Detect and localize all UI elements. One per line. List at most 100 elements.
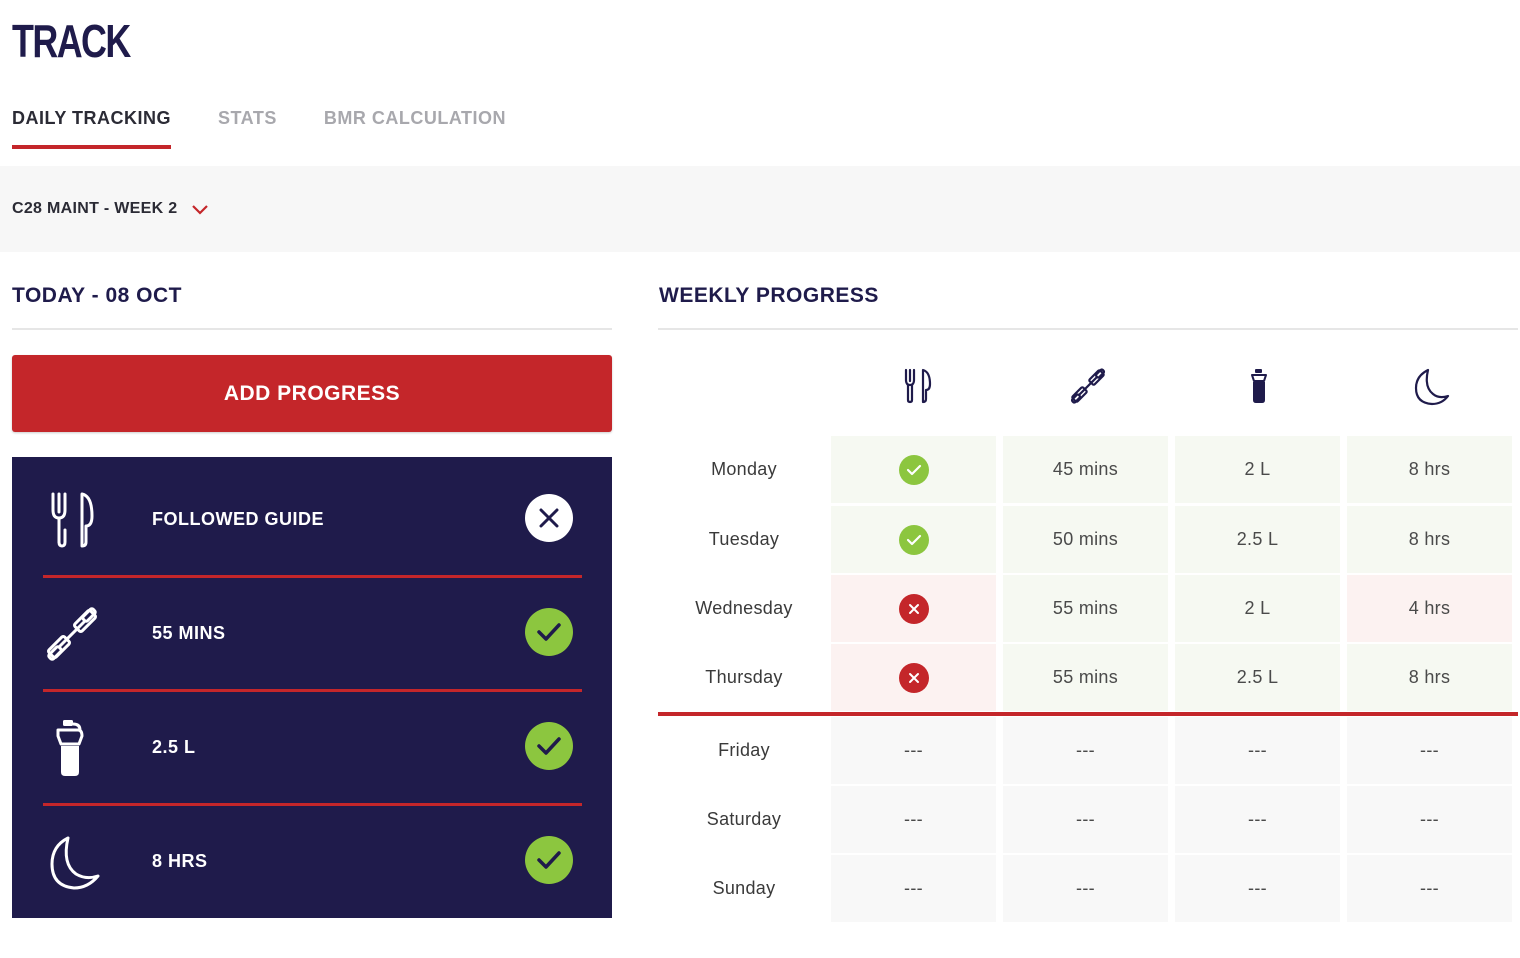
cell-sunday-guide: --- <box>831 855 996 922</box>
cell-value: 8 hrs <box>1408 667 1451 687</box>
today-row-guide: FOLLOWED GUIDE <box>12 462 612 576</box>
cell-sunday-sleep: --- <box>1347 855 1512 922</box>
dumbbell-icon <box>47 607 97 661</box>
cell-value: --- <box>1248 740 1267 760</box>
today-divider <box>43 575 582 578</box>
day-label-thursday: Thursday <box>705 667 783 687</box>
tab-stats[interactable]: STATS <box>218 108 277 128</box>
cell-thursday-guide <box>831 644 996 711</box>
cell-thursday-exercise: 55 mins <box>1003 644 1168 711</box>
cutlery-icon <box>904 368 932 404</box>
today-row-exercise: 55 MINS <box>12 576 612 690</box>
cell-saturday-guide: --- <box>831 786 996 853</box>
weekly-title: WEEKLY PROGRESS <box>659 284 879 307</box>
cell-wednesday-sleep: 4 hrs <box>1347 575 1512 642</box>
weekly-title-rule <box>658 328 1518 330</box>
cutlery-icon <box>51 492 94 548</box>
cell-saturday-sleep: --- <box>1347 786 1512 853</box>
today-sleep-label: 8 HRS <box>152 850 208 871</box>
today-marker-rule <box>658 712 1518 716</box>
cell-value: 2.5 L <box>1236 667 1279 687</box>
cell-friday-exercise: --- <box>1003 717 1168 784</box>
cell-value: --- <box>904 809 923 829</box>
cell-tuesday-exercise: 50 mins <box>1003 506 1168 573</box>
cell-value: --- <box>1076 740 1095 760</box>
cell-friday-water: --- <box>1175 717 1340 784</box>
check-icon <box>898 524 929 555</box>
tab-daily-tracking[interactable]: DAILY TRACKING <box>12 108 172 149</box>
today-panel: FOLLOWED GUIDE 55 MINS <box>12 457 612 918</box>
today-exercise-status[interactable] <box>525 608 573 656</box>
day-label-wednesday: Wednesday <box>695 598 793 618</box>
cell-tuesday-sleep: 8 hrs <box>1347 506 1512 573</box>
today-guide-status[interactable] <box>525 494 573 542</box>
day-label-tuesday: Tuesday <box>708 529 780 549</box>
cell-value: --- <box>1420 740 1439 760</box>
water-bottle-icon <box>56 720 84 776</box>
tab-bar: DAILY TRACKING STATS BMR CALCULATION <box>12 108 553 149</box>
program-dropdown[interactable]: C28 MAINT - WEEK 2 <box>12 200 209 218</box>
cell-value: 45 mins <box>1052 459 1119 479</box>
cell-wednesday-guide <box>831 575 996 642</box>
tab-bmr-calculation[interactable]: BMR CALCULATION <box>323 108 506 128</box>
cell-tuesday-guide <box>831 506 996 573</box>
cell-value: 50 mins <box>1052 529 1119 549</box>
cell-value: --- <box>1248 878 1267 898</box>
check-icon <box>537 737 561 755</box>
cell-monday-guide <box>831 436 996 503</box>
cell-value: 8 hrs <box>1408 529 1451 549</box>
chevron-down-icon <box>192 205 209 215</box>
cell-value: 4 hrs <box>1408 598 1451 618</box>
today-guide-label: FOLLOWED GUIDE <box>152 508 324 529</box>
cell-saturday-exercise: --- <box>1003 786 1168 853</box>
check-icon <box>537 623 561 641</box>
cell-value: 2 L <box>1244 459 1271 479</box>
cell-value: --- <box>1076 809 1095 829</box>
cell-saturday-water: --- <box>1175 786 1340 853</box>
cell-value: --- <box>904 740 923 760</box>
cell-monday-water: 2 L <box>1175 436 1340 503</box>
water-bottle-icon <box>1251 369 1267 403</box>
cell-tuesday-water: 2.5 L <box>1175 506 1340 573</box>
today-title: TODAY - 08 OCT <box>12 284 182 307</box>
today-sleep-status[interactable] <box>525 836 573 884</box>
close-icon <box>898 593 929 624</box>
cell-value: --- <box>904 878 923 898</box>
day-label-saturday: Saturday <box>706 809 782 829</box>
cell-thursday-water: 2.5 L <box>1175 644 1340 711</box>
today-title-rule <box>12 328 612 330</box>
cell-sunday-exercise: --- <box>1003 855 1168 922</box>
cell-sunday-water: --- <box>1175 855 1340 922</box>
day-label-sunday: Sunday <box>712 878 776 898</box>
cell-monday-sleep: 8 hrs <box>1347 436 1512 503</box>
add-progress-button[interactable]: ADD PROGRESS <box>12 355 612 432</box>
program-label: C28 MAINT - WEEK 2 <box>12 200 178 217</box>
cell-value: --- <box>1076 878 1095 898</box>
cell-value: --- <box>1420 809 1439 829</box>
day-label-friday: Friday <box>718 740 770 760</box>
close-icon <box>539 508 559 528</box>
today-row-water: 2.5 L <box>12 690 612 804</box>
today-divider <box>43 689 582 692</box>
cell-value: 2 L <box>1244 598 1271 618</box>
dumbbell-icon <box>1070 368 1106 404</box>
cell-friday-sleep: --- <box>1347 717 1512 784</box>
today-water-label: 2.5 L <box>152 736 196 757</box>
app-title: TRACK <box>12 15 131 67</box>
moon-icon <box>1414 368 1450 406</box>
today-water-status[interactable] <box>525 722 573 770</box>
check-icon <box>898 454 929 485</box>
today-exercise-label: 55 MINS <box>152 622 226 643</box>
cell-value: --- <box>1248 809 1267 829</box>
day-label-monday: Monday <box>711 459 777 479</box>
cell-thursday-sleep: 8 hrs <box>1347 644 1512 711</box>
cell-value: --- <box>1420 878 1439 898</box>
cell-wednesday-water: 2 L <box>1175 575 1340 642</box>
cell-value: 2.5 L <box>1236 529 1279 549</box>
today-divider <box>43 803 582 806</box>
cell-wednesday-exercise: 55 mins <box>1003 575 1168 642</box>
cell-value: 55 mins <box>1052 598 1119 618</box>
moon-icon <box>50 836 100 890</box>
program-bar: C28 MAINT - WEEK 2 <box>0 166 1520 252</box>
cell-monday-exercise: 45 mins <box>1003 436 1168 503</box>
